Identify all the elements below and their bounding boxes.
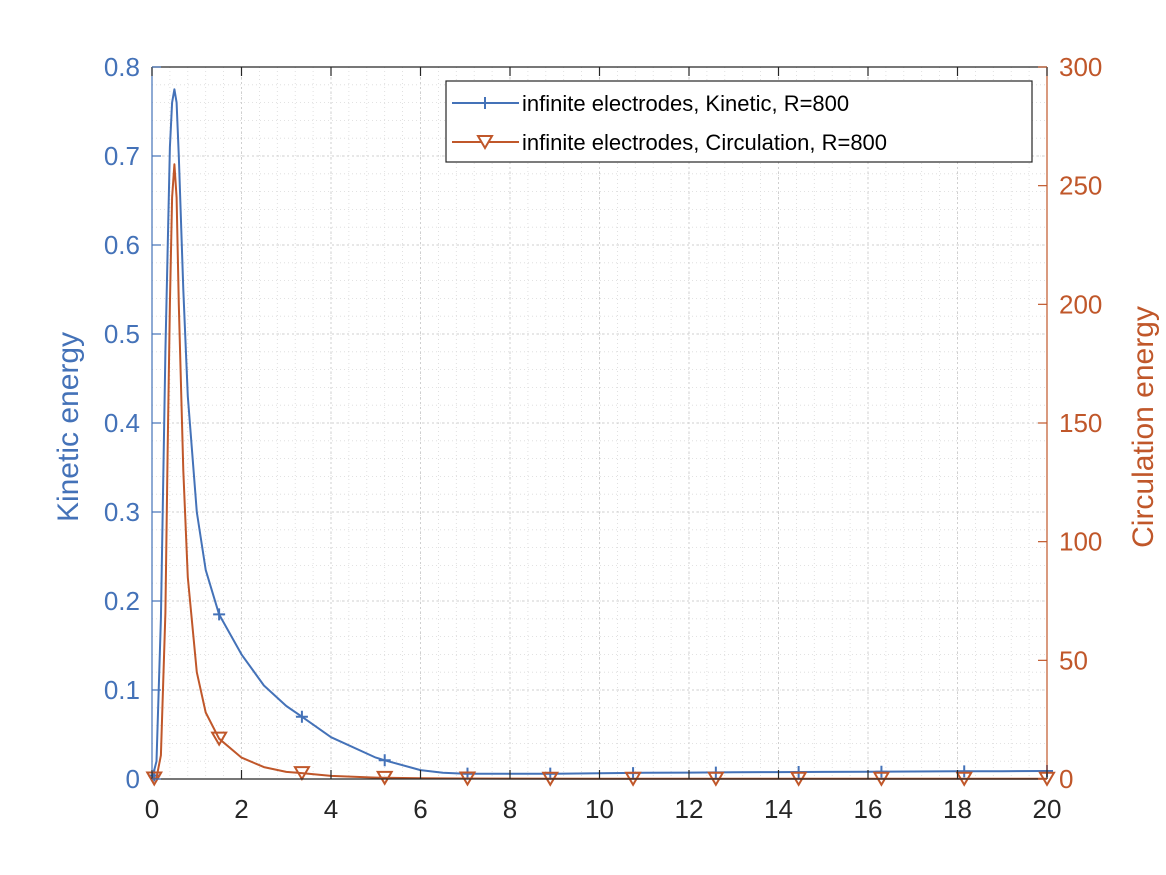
y-left-tick-label: 0.2 (104, 586, 140, 616)
y-right-tick-label: 150 (1059, 408, 1102, 438)
grid (151, 66, 1048, 780)
legend-marker-circulation (476, 135, 494, 150)
x-tick-label: 0 (145, 794, 159, 824)
x-tick-label: 4 (324, 794, 338, 824)
series-marker-triangle (210, 731, 228, 747)
series-marker-plus (875, 765, 888, 778)
x-tick-label: 20 (1033, 794, 1062, 824)
y-right-tick-label: 0 (1059, 764, 1073, 794)
y-left-tick-label: 0.1 (104, 675, 140, 705)
y-left-tick-label: 0.6 (104, 230, 140, 260)
y-right-tick-label: 100 (1059, 527, 1102, 557)
y-left-tick-label: 0.4 (104, 408, 140, 438)
series-layer (145, 88, 1056, 787)
x-tick-label: 8 (503, 794, 517, 824)
x-tick-label: 16 (854, 794, 883, 824)
x-tick-label: 6 (413, 794, 427, 824)
x-tick-label: 18 (943, 794, 972, 824)
legend-label-circulation: infinite electrodes, Circulation, R=800 (522, 130, 887, 155)
legend-marker-kinetic (479, 97, 491, 109)
x-tick-label: 2 (234, 794, 248, 824)
x-tick-label: 10 (585, 794, 614, 824)
y-right-axis-title: Circulation energy (1127, 306, 1160, 548)
tick-labels: 0 2 4 6 8 10 12 14 16 18 2000.10.20.30.40.50.60.70… (104, 52, 1103, 824)
y-left-tick-label: 0 (126, 764, 140, 794)
y-right-tick-label: 250 (1059, 171, 1102, 201)
y-left-tick-label: 0.7 (104, 141, 140, 171)
legend-label-kinetic: infinite electrodes, Kinetic, R=800 (522, 91, 849, 116)
y-left-axis-title: Kinetic energy (52, 332, 85, 522)
series-marker-plus (958, 765, 971, 778)
y-left-tick-label: 0.3 (104, 497, 140, 527)
x-tick-label: 12 (675, 794, 704, 824)
legend: infinite electrodes, Kinetic, R=800 infi… (445, 80, 1033, 163)
series-marker-plus (213, 608, 226, 621)
legend-box (445, 80, 1033, 163)
y-right-tick-label: 50 (1059, 645, 1088, 675)
y-right-tick-label: 300 (1059, 52, 1102, 82)
series-marker-plus (378, 754, 391, 767)
y-left-tick-label: 0.8 (104, 52, 140, 82)
series-marker-plus (295, 710, 308, 723)
y-right-tick-label: 200 (1059, 289, 1102, 319)
x-tick-label: 14 (764, 794, 793, 824)
series-marker-triangle (375, 770, 394, 786)
y-left-tick-label: 0.5 (104, 319, 140, 349)
axes (151, 66, 1048, 780)
series-marker-triangle (293, 766, 311, 782)
